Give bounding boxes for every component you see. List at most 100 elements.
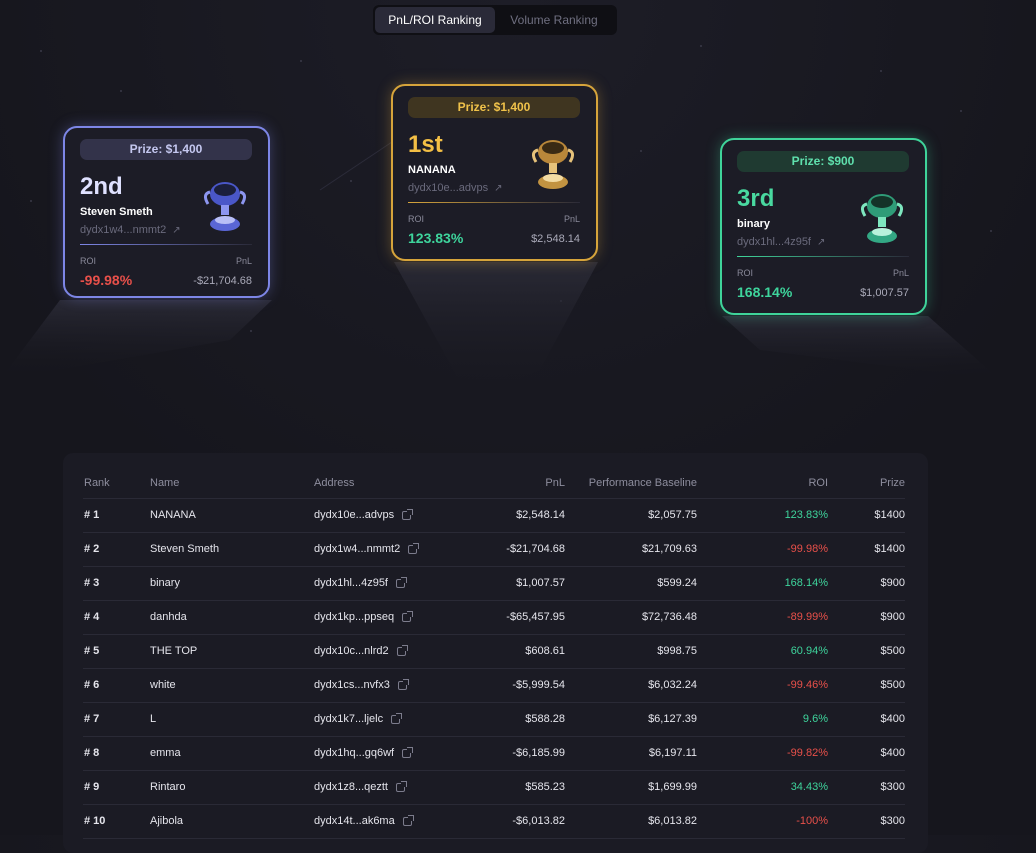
table-row[interactable]: # 10 Ajibola dydx14t...ak6ma -$6,013.82 $6,0… xyxy=(83,804,905,839)
table-header: Rank Name Address PnL Performance Baseli… xyxy=(83,467,905,499)
baseline-cell: $21,709.63 xyxy=(641,543,697,555)
external-link-icon[interactable] xyxy=(396,644,408,656)
address-cell[interactable]: dydx1kp...ppseq xyxy=(314,600,414,634)
address-text: dydx1w4...nmmt2 xyxy=(80,224,167,236)
address-cell[interactable]: dydx1hl...4z95f xyxy=(314,566,407,600)
tab-pnl-roi-ranking[interactable]: PnL/ROI Ranking xyxy=(375,7,495,33)
prize-cell: $300 xyxy=(880,815,905,827)
baseline-cell: $6,013.82 xyxy=(648,815,697,827)
external-link-icon[interactable] xyxy=(402,610,414,622)
pnl-value: $1,007.57 xyxy=(860,287,909,299)
pnl-value: -$21,704.68 xyxy=(193,275,252,287)
pnl-cell: $2,548.14 xyxy=(516,509,565,521)
roi-label: ROI xyxy=(737,268,754,278)
baseline-cell: $998.75 xyxy=(657,645,697,657)
name-cell: Steven Smeth xyxy=(150,543,220,555)
external-link-icon[interactable] xyxy=(402,746,414,758)
name-cell: binary xyxy=(150,577,180,589)
winner-name: Steven Smeth xyxy=(80,206,153,218)
roi-cell: 123.83% xyxy=(784,509,828,521)
pnl-cell: $1,007.57 xyxy=(516,577,565,589)
bronze-trophy-icon xyxy=(860,194,904,243)
address-cell[interactable]: dydx1cs...nvfx3 xyxy=(314,668,409,702)
external-link-icon: ↗ xyxy=(817,237,826,248)
winner-address-link[interactable]: dydx1w4...nmmt2 ↗ xyxy=(80,224,181,236)
prize-cell: $400 xyxy=(880,713,905,725)
name-cell: THE TOP xyxy=(150,645,198,657)
pnl-cell: $588.28 xyxy=(525,713,565,725)
address-text: dydx10c...nlrd2 xyxy=(314,645,389,657)
ranking-table: Rank Name Address PnL Performance Baseli… xyxy=(63,453,928,853)
rank-cell: # 9 xyxy=(84,781,100,793)
header-performance-baseline: Performance Baseline xyxy=(588,476,697,489)
pnl-cell: $608.61 xyxy=(525,645,565,657)
table-row[interactable]: # 1 NANANA dydx10e...advps $2,548.14 $2,057.… xyxy=(83,498,905,533)
baseline-cell: $6,127.39 xyxy=(648,713,697,725)
prize-cell: $900 xyxy=(880,611,905,623)
address-cell[interactable]: dydx1z8...qeztt xyxy=(314,770,407,804)
pnl-label: PnL xyxy=(235,256,252,266)
external-link-icon[interactable] xyxy=(391,712,403,724)
podium-beams xyxy=(0,109,1000,400)
external-link-icon[interactable] xyxy=(402,814,414,826)
pnl-cell: -$6,185.99 xyxy=(512,747,565,759)
header-prize: Prize xyxy=(879,476,905,489)
roi-label: ROI xyxy=(408,214,425,224)
table-row[interactable]: # 6 white dydx1cs...nvfx3 -$5,999.54 $6,032.… xyxy=(83,668,905,703)
address-cell[interactable]: dydx10e...advps xyxy=(314,498,414,532)
roi-cell: 168.14% xyxy=(784,577,828,589)
table-row[interactable]: # 9 Rintaro dydx1z8...qeztt $585.23 $1,699.9… xyxy=(83,770,905,805)
address-cell[interactable]: dydx1w4...nmmt2 xyxy=(314,532,420,566)
header-roi: ROI xyxy=(808,476,828,489)
external-link-icon[interactable] xyxy=(396,780,407,792)
winner-address-link[interactable]: dydx1hl...4z95f ↗ xyxy=(737,236,825,248)
tab-volume-ranking[interactable]: Volume Ranking xyxy=(510,13,598,27)
external-link-icon[interactable] xyxy=(396,576,407,588)
winner-name: binary xyxy=(737,218,771,230)
card-divider xyxy=(737,256,909,257)
roi-cell: -89.99% xyxy=(787,611,828,623)
external-link-icon[interactable] xyxy=(408,542,420,554)
external-link-icon[interactable] xyxy=(397,678,409,690)
prize-cell: $1400 xyxy=(874,543,905,555)
rank-cell: # 8 xyxy=(84,747,100,759)
table-row[interactable]: # 3 binary dydx1hl...4z95f $1,007.57 $599.24… xyxy=(83,566,905,601)
podium-card-third: Prize: $900 3rd binary dydx1hl...4z95f ↗ … xyxy=(720,138,927,315)
header-rank: Rank xyxy=(84,476,110,489)
table-row[interactable]: # 8 emma dydx1hq...gq6wf -$6,185.99 $6,197.1… xyxy=(83,736,905,771)
prize-cell: $1400 xyxy=(874,509,905,521)
rank-cell: # 7 xyxy=(84,713,100,725)
address-cell[interactable]: dydx1k7...ljelc xyxy=(314,702,403,736)
pnl-label: PnL xyxy=(892,268,909,278)
place-label: 2nd xyxy=(80,173,123,200)
card-divider xyxy=(80,244,252,245)
prize-badge: Prize: $1,400 xyxy=(408,97,580,118)
pnl-value: $2,548.14 xyxy=(531,233,580,245)
external-link-icon[interactable] xyxy=(402,508,414,520)
card-divider xyxy=(408,202,580,203)
name-cell: NANANA xyxy=(150,509,196,521)
roi-cell: -100% xyxy=(796,815,828,827)
address-cell[interactable]: dydx10c...nlrd2 xyxy=(314,634,408,668)
winner-address-link[interactable]: dydx10e...advps ↗ xyxy=(408,182,503,194)
address-cell[interactable]: dydx14t...ak6ma xyxy=(314,804,414,838)
table-row[interactable]: # 4 danhda dydx1kp...ppseq -$65,457.95 $72,7… xyxy=(83,600,905,635)
roi-value: 168.14% xyxy=(737,284,793,300)
address-cell[interactable]: dydx1hq...gq6wf xyxy=(314,736,414,770)
podium-card-second: Prize: $1,400 2nd Steven Smeth dydx1w4..… xyxy=(63,126,270,298)
name-cell: emma xyxy=(150,747,181,759)
pnl-cell: -$65,457.95 xyxy=(506,611,565,623)
header-address: Address xyxy=(314,476,355,489)
prize-cell: $400 xyxy=(880,747,905,759)
baseline-cell: $1,699.99 xyxy=(648,781,697,793)
pnl-cell: -$21,704.68 xyxy=(506,543,565,555)
address-text: dydx10e...advps xyxy=(314,509,395,521)
roi-value: 123.83% xyxy=(408,230,464,246)
prize-cell: $500 xyxy=(880,679,905,691)
table-row[interactable]: # 2 Steven Smeth dydx1w4...nmmt2 -$21,704.6… xyxy=(83,532,905,567)
place-label: 1st xyxy=(408,131,443,158)
table-row[interactable]: # 5 THE TOP dydx10c...nlrd2 $608.61 $998.75 6… xyxy=(83,634,905,669)
name-cell: Rintaro xyxy=(150,781,186,793)
name-cell: Ajibola xyxy=(150,815,184,827)
